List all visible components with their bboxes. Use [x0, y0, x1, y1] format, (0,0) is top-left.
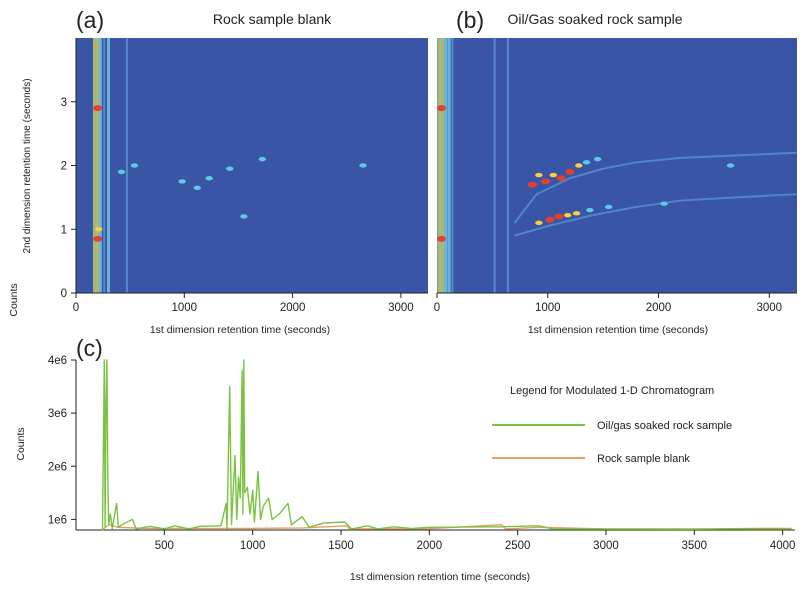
heatmap-spot — [359, 163, 367, 168]
x-tick-label: 0 — [434, 302, 440, 314]
y-tick-label: 1e6 — [48, 514, 67, 526]
heatmap-spot — [582, 160, 591, 165]
column-streak-core — [441, 38, 444, 293]
y-tick-label: 3 — [61, 97, 67, 109]
x-tick-label: 500 — [155, 540, 174, 552]
heatmap-y-label: 2nd dimension retention time (seconds) — [22, 78, 33, 253]
heatmap-a-axes: 0 1000 2000 3000 0 1 2 3 — [61, 38, 428, 314]
panel-b-title: Oil/Gas soaked rock sample — [507, 11, 682, 27]
panel-c-label: (c) — [76, 335, 103, 361]
column-streak-core — [94, 38, 96, 293]
heatmap-spot — [117, 169, 126, 175]
heatmap-spot — [436, 235, 446, 242]
heatmap-spot — [660, 201, 668, 206]
heatmap-spot — [556, 175, 566, 182]
legend-title: Legend for Modulated 1-D Chromatogram — [510, 385, 714, 397]
heatmap-spot — [549, 172, 558, 178]
line-chart-series — [101, 359, 792, 531]
heatmap-spot — [572, 211, 581, 216]
band-curve — [514, 193, 798, 237]
x-tick-label: 4000 — [770, 540, 796, 552]
heatmap-spot — [535, 172, 543, 178]
heatmap-spot — [95, 227, 103, 232]
heatmap-spot — [258, 156, 266, 162]
heatmap-spot — [436, 105, 446, 112]
column-streak-core — [96, 38, 99, 293]
heatmap-a-x-label: 1st dimension retention time (seconds) — [150, 324, 330, 336]
x-tick-label: 3000 — [388, 302, 414, 314]
heatmap-spot — [535, 220, 543, 226]
heatmap-spot — [593, 156, 602, 162]
panel-a-label: (a) — [76, 7, 104, 33]
y-tick-label: 2 — [61, 161, 67, 173]
heatmap-spot — [193, 185, 202, 191]
column-streak — [106, 38, 110, 293]
column-streak-core — [438, 38, 440, 293]
x-tick-label: 1000 — [240, 540, 266, 552]
x-tick-label: 2500 — [505, 540, 531, 552]
heatmap-spot — [178, 179, 186, 184]
y-tick-label: 3e6 — [48, 408, 67, 420]
x-tick-label: 2000 — [417, 540, 443, 552]
column-streak — [103, 38, 106, 293]
line-y-label: Counts — [15, 427, 27, 460]
heatmap-spot — [564, 213, 572, 218]
panel-a-title: Rock sample blank — [213, 11, 332, 27]
heatmap-spot — [240, 214, 248, 219]
series-line — [101, 359, 792, 531]
heatmap-spot — [93, 235, 103, 242]
y-tick-label: 2e6 — [48, 461, 67, 473]
column-streak — [125, 38, 128, 293]
heatmap-b-axes: 0 1000 2000 3000 — [434, 292, 797, 314]
panel-b-label: (b) — [456, 7, 484, 33]
heatmap-spot — [130, 163, 139, 168]
heatmap-spot — [575, 163, 583, 168]
heatmap-spot — [93, 105, 103, 112]
heatmap-spot — [604, 204, 613, 210]
column-streak — [98, 38, 102, 293]
heatmap-spot — [554, 213, 564, 220]
legend-label-oil: Oil/gas soaked rock sample — [597, 420, 732, 432]
column-streak — [451, 38, 454, 293]
band-curve — [513, 151, 798, 224]
column-streak — [444, 38, 448, 293]
x-tick-label: 3500 — [682, 540, 708, 552]
heatmap-spot — [545, 216, 555, 223]
x-tick-label: 1000 — [535, 302, 561, 314]
x-tick-label: 2000 — [280, 302, 306, 314]
x-tick-label: 3000 — [757, 302, 783, 314]
heatmap-spot — [226, 166, 234, 171]
x-tick-label: 1000 — [172, 302, 198, 314]
heatmap-b-x-label: 1st dimension retention time (seconds) — [528, 324, 708, 336]
counts-label-upper: Counts — [8, 283, 20, 316]
heatmap-b — [436, 38, 798, 293]
heatmap-a — [76, 38, 428, 293]
line-x-label: 1st dimension retention time (seconds) — [350, 571, 530, 583]
column-streak — [493, 38, 496, 293]
column-streak — [506, 38, 509, 293]
x-tick-label: 0 — [73, 302, 79, 314]
column-streak — [447, 38, 451, 293]
heatmap-spot — [205, 176, 213, 181]
y-tick-label: 1 — [61, 224, 67, 236]
heatmap-spot — [586, 207, 594, 213]
heatmap-spot — [726, 163, 735, 168]
heatmap-background — [76, 38, 428, 293]
series-line — [102, 524, 792, 531]
y-tick-label: 4e6 — [48, 355, 67, 367]
heatmap-spot — [565, 168, 575, 175]
x-tick-label: 1500 — [328, 540, 354, 552]
heatmap-spot — [541, 178, 551, 185]
heatmap-spot — [527, 181, 537, 188]
legend-label-blank: Rock sample blank — [597, 453, 690, 465]
y-tick-label: 0 — [61, 288, 67, 300]
x-tick-label: 2000 — [646, 302, 672, 314]
line-chart-axes: 500 1000 1500 2000 2500 3000 3500 4000 1e6 2e6 3e6… — [48, 355, 796, 552]
x-tick-label: 3000 — [593, 540, 619, 552]
